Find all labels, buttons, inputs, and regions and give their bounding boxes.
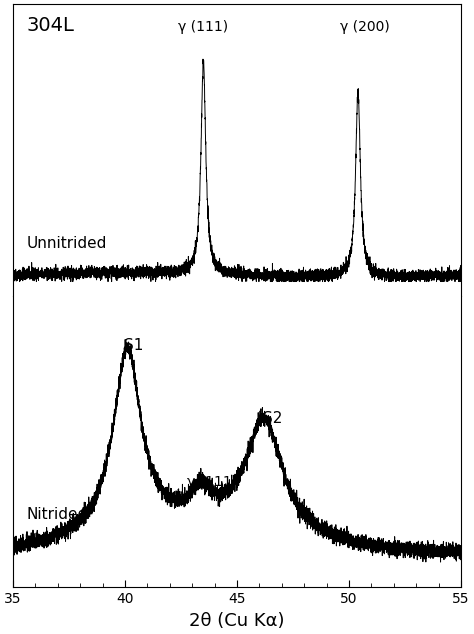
X-axis label: 2θ (Cu Kα): 2θ (Cu Kα)	[189, 612, 285, 630]
Text: γ (111): γ (111)	[187, 475, 237, 489]
Text: S1: S1	[124, 338, 144, 353]
Text: 304L: 304L	[27, 16, 74, 35]
Text: Nitrided: Nitrided	[27, 507, 88, 522]
Text: γ (200): γ (200)	[340, 20, 390, 34]
Text: Unnitrided: Unnitrided	[27, 236, 107, 251]
Text: γ (111): γ (111)	[178, 20, 228, 34]
Text: S2: S2	[263, 411, 283, 426]
